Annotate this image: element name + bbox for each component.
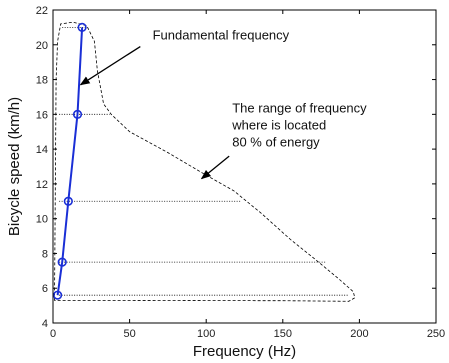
- y-tick-label: 12: [36, 179, 48, 191]
- annotation-text: Fundamental frequency: [153, 28, 290, 43]
- y-tick-label: 16: [36, 109, 48, 121]
- plot-frame: [52, 9, 437, 324]
- annotation-text: where is located: [231, 118, 326, 133]
- annotation-arrow: [79, 45, 141, 86]
- y-tick-label: 4: [42, 318, 48, 330]
- y-tick-label: 10: [36, 214, 48, 226]
- energy-band-layer: [54, 21, 356, 302]
- y-tick-label: 8: [42, 248, 48, 260]
- x-axis-label: Frequency (Hz): [193, 343, 296, 360]
- y-tick-label: 22: [36, 5, 48, 17]
- y-tick-label: 14: [36, 144, 48, 156]
- energy-band-outline: [54, 21, 356, 302]
- x-tick-label: 0: [50, 328, 56, 340]
- y-tick-label: 20: [36, 40, 48, 52]
- data-point: [77, 22, 87, 32]
- y-axis-label: Bicycle speed (km/h): [6, 97, 23, 236]
- y-tick-label: 18: [36, 75, 48, 87]
- x-tick-label: 250: [427, 328, 445, 340]
- axis-layer: 0 50 100 150 200 250 4 6 8 10 12 14 16 18 20 22: [36, 5, 445, 340]
- x-tick-label: 200: [350, 328, 368, 340]
- data-point: [57, 257, 67, 267]
- data-point: [52, 290, 63, 300]
- series-line: [56, 27, 84, 296]
- x-tick-label: 150: [274, 328, 292, 340]
- x-tick-label: 50: [123, 328, 135, 340]
- annotation-layer: Fundamental frequency The range of freque…: [79, 28, 367, 180]
- annotation-text: The range of frequency: [232, 101, 367, 116]
- annotation-text: 80 % of energy: [232, 135, 320, 150]
- data-point: [63, 196, 73, 206]
- y-tick-label: 6: [42, 283, 48, 295]
- data-point: [72, 109, 83, 119]
- annotation-arrow: [200, 155, 230, 180]
- x-tick-label: 100: [197, 328, 215, 340]
- series-layer: [52, 22, 87, 300]
